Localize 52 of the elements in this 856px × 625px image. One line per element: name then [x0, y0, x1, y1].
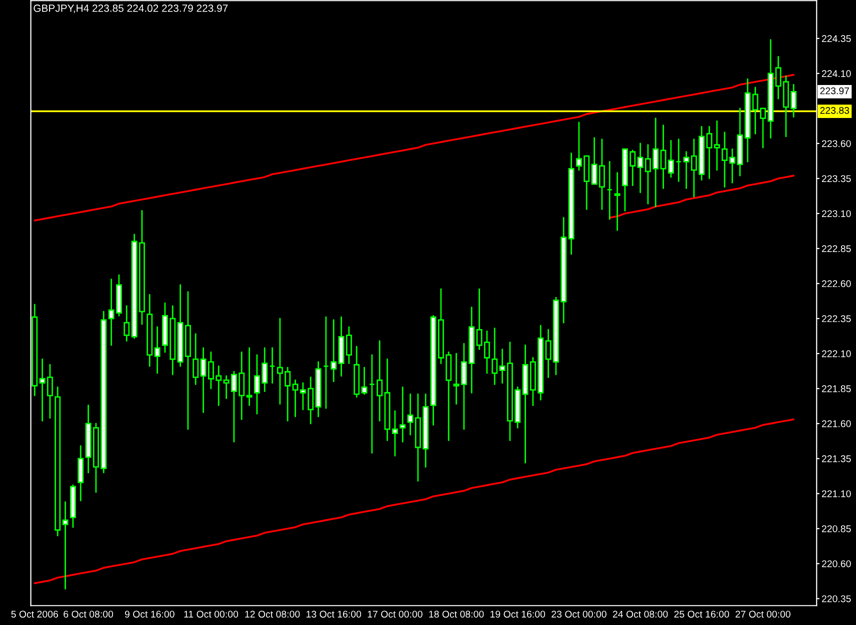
- chart-title: GBPJPY,H4 223.85 224.02 223.79 223.97: [34, 4, 228, 14]
- text: 223.97: [820, 87, 850, 94]
- y-tick-label: 220.85: [822, 525, 851, 532]
- candlestick: [606, 160, 613, 220]
- candlestick: [614, 172, 620, 231]
- y-tick-label: 220.60: [822, 560, 851, 568]
- candlestick: [722, 132, 728, 188]
- y-tick-label: 223.35: [822, 175, 851, 182]
- y-tick-label: 221.60: [822, 420, 851, 428]
- y-tick-label: 223.10: [822, 210, 851, 218]
- line-series: [608, 174, 795, 219]
- candlestick: [62, 501, 68, 590]
- y-tick-label: 224.10: [822, 70, 851, 78]
- line-series: [34, 418, 795, 584]
- x-tick-label: 5 Oct 2006: [11, 610, 58, 618]
- candlestick: [154, 326, 160, 374]
- candlestick: [124, 305, 130, 342]
- y-tick-label: 224.35: [822, 35, 851, 42]
- candlestick: [361, 366, 368, 395]
- candlestick: [78, 445, 84, 502]
- x-tick-label: 12 Oct 08:00: [245, 610, 300, 618]
- candlestick: [246, 347, 252, 406]
- y-tick-label: 222.85: [822, 245, 851, 252]
- candlestick: [269, 347, 276, 384]
- x-tick-label: 11 Oct 00:00: [184, 610, 238, 618]
- y-tick-label: 222.10: [822, 350, 851, 358]
- y-tick-label: 222.60: [822, 280, 851, 288]
- x-tick-label: 25 Oct 16:00: [674, 610, 730, 618]
- candlestick: [400, 386, 406, 442]
- y-tick-label: 222.35: [822, 315, 851, 322]
- x-tick-label: 24 Oct 08:00: [612, 610, 668, 618]
- candlestick: [492, 328, 498, 386]
- x-tick-label: 23 Oct 00:00: [552, 610, 606, 618]
- x-tick-label: 18 Oct 08:00: [429, 610, 484, 618]
- x-tick-label: 13 Oct 16:00: [306, 610, 362, 618]
- candlestick: [676, 138, 682, 182]
- candlestick: [376, 340, 383, 422]
- ref-line-label: 223.83: [820, 106, 850, 114]
- candlestick: [368, 354, 375, 454]
- y-tick-label: 223.60: [822, 140, 851, 148]
- x-tick-label: 17 Oct 00:00: [368, 610, 422, 618]
- x-tick-label: 6 Oct 08:00: [64, 610, 114, 618]
- y-tick-label: 220.35: [822, 595, 851, 602]
- y-tick-label: 221.85: [822, 385, 851, 392]
- candlestick: [192, 333, 199, 386]
- y-tick-label: 221.10: [822, 490, 851, 498]
- candlestick: [322, 316, 329, 409]
- y-tick-label: 221.35: [822, 455, 851, 462]
- x-tick-label: 19 Oct 16:00: [490, 610, 546, 618]
- x-tick-label: 9 Oct 16:00: [124, 610, 174, 618]
- candlestick: [330, 319, 337, 382]
- x-tick-label: 27 Oct 00:00: [736, 610, 790, 618]
